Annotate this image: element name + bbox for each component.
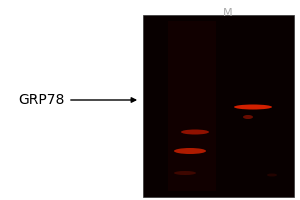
Ellipse shape [174, 171, 196, 175]
Text: GRP78: GRP78 [18, 93, 64, 107]
Ellipse shape [174, 148, 206, 154]
Bar [168, 21, 216, 191]
Ellipse shape [267, 173, 277, 176]
Bar [143, 15, 294, 197]
Ellipse shape [243, 115, 253, 119]
Ellipse shape [234, 104, 272, 110]
Ellipse shape [181, 130, 209, 134]
Text: M: M [223, 8, 233, 18]
